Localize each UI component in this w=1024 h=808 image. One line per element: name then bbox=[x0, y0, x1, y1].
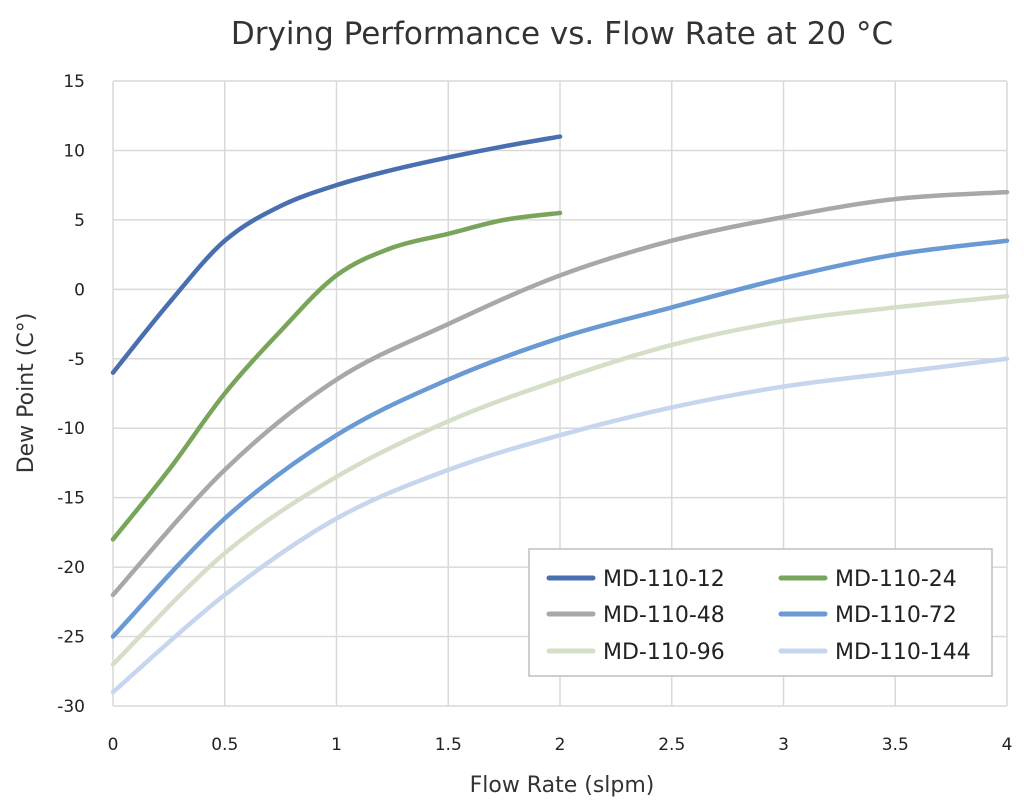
x-tick-label: 2 bbox=[555, 735, 566, 755]
y-tick-label: -20 bbox=[57, 558, 85, 578]
legend-box bbox=[528, 548, 993, 677]
y-tick-label: 5 bbox=[74, 211, 85, 231]
y-tick-label: -30 bbox=[57, 697, 85, 717]
y-tick-label: 15 bbox=[63, 72, 85, 92]
y-tick-label: 10 bbox=[63, 141, 85, 161]
series-line-md-110-48 bbox=[110, 189, 1010, 598]
y-axis-title: Dew Point (C°) bbox=[14, 313, 39, 474]
legend-label: MD-110-144 bbox=[835, 640, 971, 665]
y-tick-label: -10 bbox=[57, 419, 85, 439]
legend-label: MD-110-48 bbox=[603, 603, 725, 628]
legend: MD-110-12 MD-110-24 MD-110-48 MD-110-72 MD-1… bbox=[528, 548, 993, 677]
series-line-md-110-144 bbox=[110, 356, 1010, 695]
y-tick-label: -5 bbox=[68, 350, 85, 370]
chart-title: Drying Performance vs. Flow Rate at 20 °… bbox=[231, 16, 893, 52]
x-tick-label: 2.5 bbox=[658, 735, 685, 755]
series-line-md-110-96 bbox=[110, 294, 1010, 667]
x-tick-label: 3 bbox=[778, 735, 789, 755]
series-lines bbox=[110, 134, 1010, 695]
x-tick-label: 3.5 bbox=[882, 735, 909, 755]
y-tick-label: -15 bbox=[57, 489, 85, 509]
legend-items: MD-110-12 MD-110-24 MD-110-48 MD-110-72 MD-1… bbox=[546, 567, 971, 665]
series-line-md-110-24 bbox=[110, 210, 563, 542]
x-axis-title: Flow Rate (slpm) bbox=[470, 773, 655, 798]
legend-label: MD-110-96 bbox=[603, 640, 725, 665]
series-line-md-110-72 bbox=[110, 238, 1010, 639]
legend-label: MD-110-24 bbox=[835, 567, 957, 592]
tick-labels: 15 10 5 0 -5 -10 -15 -20 -25 -30 0 0.5 1 1.5 2 2.5 3 3.5 4 bbox=[57, 72, 1012, 755]
y-tick-label: 0 bbox=[74, 280, 85, 300]
series-line-md-110-12 bbox=[110, 134, 563, 375]
x-tick-label: 1 bbox=[331, 735, 342, 755]
legend-label: MD-110-12 bbox=[603, 567, 725, 592]
x-tick-label: 4 bbox=[1002, 735, 1013, 755]
x-tick-label: 0.5 bbox=[211, 735, 238, 755]
gridlines bbox=[112, 80, 1008, 707]
y-tick-label: -25 bbox=[57, 628, 85, 648]
x-tick-label: 1.5 bbox=[435, 735, 462, 755]
legend-label: MD-110-72 bbox=[835, 603, 957, 628]
x-tick-label: 0 bbox=[108, 735, 119, 755]
